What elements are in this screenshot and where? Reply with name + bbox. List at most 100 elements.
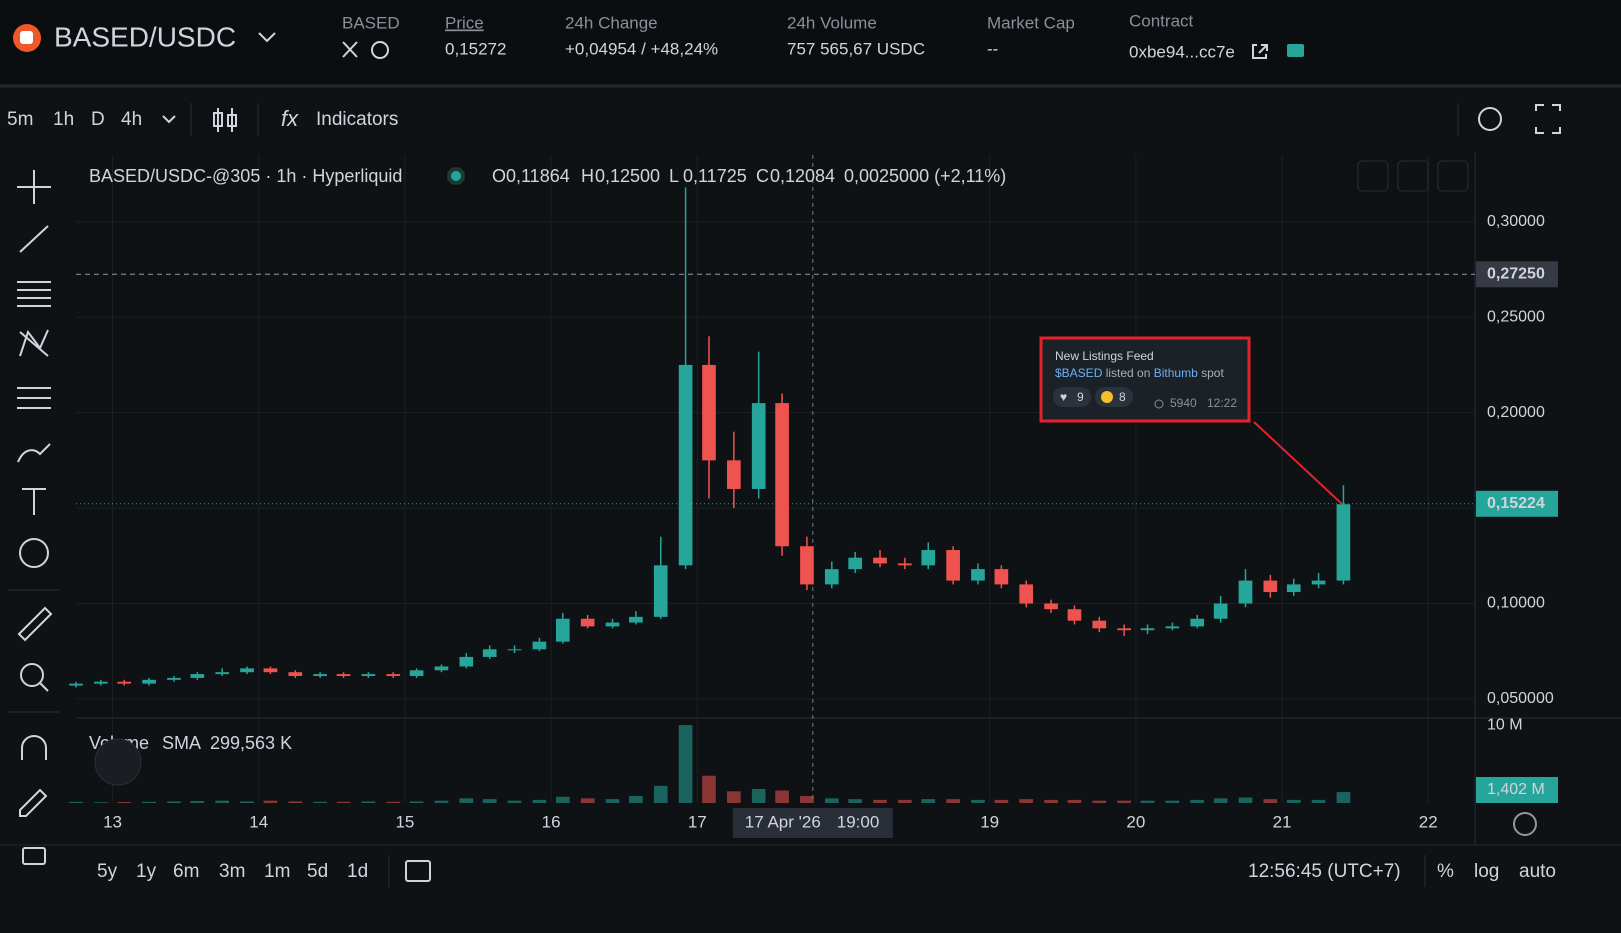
scale-option[interactable]: auto — [1519, 861, 1556, 882]
ruler-tool[interactable] — [17, 606, 53, 642]
candle-body — [971, 569, 985, 581]
message-text: spot — [1201, 366, 1224, 380]
stat-value: 0,15272 — [445, 39, 506, 58]
range[interactable]: 5d — [307, 861, 328, 882]
pair-dropdown[interactable] — [258, 32, 276, 43]
y-tick-label: 0,25000 — [1487, 308, 1545, 325]
text-tool[interactable] — [22, 488, 46, 515]
ohlc-key: H — [581, 166, 594, 186]
candle-body — [1165, 626, 1180, 629]
ticker: $BASED — [1055, 366, 1103, 380]
candle-body — [605, 622, 620, 627]
zoom-tool-handle — [39, 682, 49, 692]
x-tick-label: 17 — [688, 812, 707, 831]
reaction[interactable] — [1095, 387, 1133, 407]
candle-body — [1117, 628, 1131, 631]
ohlc-key: L — [669, 166, 679, 186]
interval[interactable]: 5m — [7, 109, 33, 130]
stat-label: 24h Volume — [787, 13, 877, 32]
volume-bar — [1286, 799, 1301, 803]
price-label-bg — [1476, 261, 1558, 288]
indicators-icon[interactable]: fx — [281, 106, 299, 131]
volume-bar — [946, 799, 960, 803]
contract-link[interactable] — [1252, 44, 1268, 59]
volume-bar — [555, 796, 570, 803]
post-time: 12:22 — [1207, 396, 1237, 410]
forecast-tool[interactable] — [17, 387, 51, 409]
candle-body — [1092, 620, 1107, 629]
interval[interactable]: 1h — [53, 109, 74, 130]
pattern-tool[interactable] — [19, 329, 49, 357]
indicators[interactable]: Indicators — [316, 109, 398, 130]
x-link[interactable] — [342, 41, 358, 58]
brush-tool[interactable] — [17, 443, 51, 463]
volume-bar — [848, 799, 863, 803]
chart-type[interactable] — [213, 108, 237, 132]
price-label: 0,15224 — [1487, 495, 1545, 512]
volume-bar — [1213, 798, 1228, 803]
candle-body — [1140, 628, 1155, 631]
candle-body — [142, 679, 156, 684]
volume-bar — [775, 790, 789, 803]
candle-body — [532, 641, 547, 650]
y-tick-label: 0,20000 — [1487, 404, 1545, 421]
candle-body — [1044, 603, 1058, 610]
interval-dropdown[interactable] — [162, 115, 176, 124]
range[interactable]: 1y — [136, 861, 157, 882]
x-tick-label: 15 — [395, 812, 414, 831]
candle-body — [1190, 618, 1205, 627]
scale-option[interactable]: log — [1474, 861, 1499, 882]
copy-contract[interactable] — [1287, 44, 1304, 57]
date-range-button[interactable] — [405, 860, 431, 882]
volume-bar — [921, 799, 936, 803]
stat-value: 757 565,67 USDC — [787, 39, 925, 58]
web-link[interactable] — [371, 41, 389, 59]
interval[interactable]: 4h — [121, 109, 142, 130]
range[interactable]: 6m — [173, 861, 199, 882]
volume-bar — [313, 801, 327, 803]
stat-value: +0,04954 / +48,24% — [565, 39, 718, 58]
range[interactable]: 1d — [347, 861, 368, 882]
lock-tool[interactable] — [22, 847, 46, 865]
scale-option[interactable]: % — [1437, 861, 1454, 882]
change: 0,0025000 (+2,11%) — [844, 166, 1006, 186]
emoji-tool[interactable] — [19, 538, 49, 568]
token-name: BASED — [342, 13, 400, 32]
volume-bar — [653, 785, 668, 803]
fullscreen-button[interactable] — [1535, 104, 1561, 134]
range[interactable]: 3m — [219, 861, 245, 882]
volume-bar — [215, 800, 230, 803]
candle-body — [386, 674, 401, 677]
volume-bar — [1117, 800, 1131, 803]
alert-button[interactable] — [1478, 107, 1502, 131]
volume-bar — [971, 799, 985, 803]
trendline-tool[interactable] — [19, 225, 49, 253]
lock-drawing-tool[interactable] — [19, 788, 48, 817]
pane-button[interactable] — [1357, 160, 1389, 192]
range[interactable]: 5y — [97, 861, 118, 882]
interval[interactable]: D — [91, 109, 105, 130]
clock: 12:56:45 (UTC+7) — [1248, 861, 1401, 882]
range[interactable]: 1m — [264, 861, 290, 882]
candle-body — [1213, 603, 1228, 619]
scale-settings[interactable] — [1513, 812, 1537, 836]
pair-name[interactable]: BASED/USDC — [54, 21, 236, 52]
x-tick-label: 13 — [103, 812, 122, 831]
candle-body — [482, 649, 497, 657]
volume-label: 1,402 M — [1487, 781, 1545, 798]
zoom-tool[interactable] — [20, 663, 44, 687]
volume-bar — [240, 801, 254, 803]
crosshair-tool[interactable] — [17, 170, 51, 204]
magnet-tool[interactable] — [21, 735, 47, 760]
pane-button[interactable] — [1437, 160, 1469, 192]
fib-tool[interactable] — [17, 281, 51, 307]
feed-title: New Listings Feed — [1055, 349, 1154, 363]
volume-bar — [994, 799, 1009, 803]
volume-bar — [1238, 797, 1253, 803]
volume-bar — [898, 799, 912, 803]
pane-button[interactable] — [1397, 160, 1429, 192]
volume-bar — [629, 795, 643, 803]
stat-label: Market Cap — [987, 13, 1075, 32]
volume-bar — [532, 799, 547, 803]
reaction[interactable] — [1053, 387, 1091, 407]
